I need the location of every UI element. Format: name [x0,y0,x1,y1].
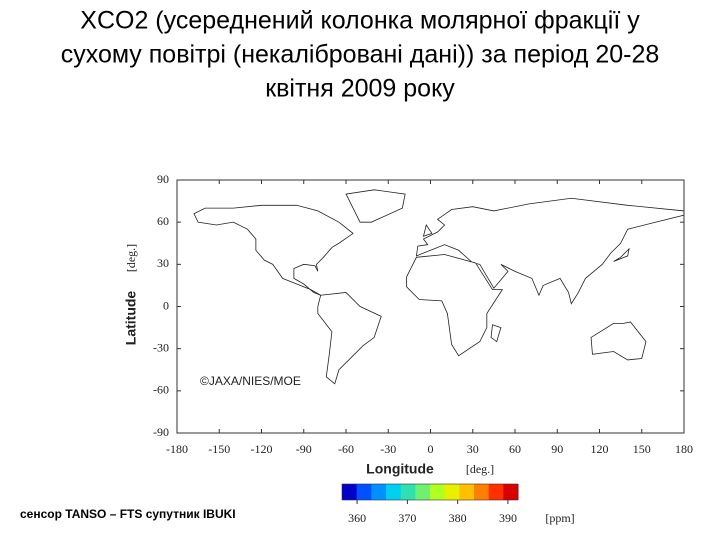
colorbar-swatch [342,484,358,500]
x-tick-label: 60 [509,442,521,456]
landmass [490,324,502,343]
colorbar-swatch [430,484,446,500]
colorbar-tick-label: 370 [398,511,416,525]
y-tick-label: -90 [153,425,169,439]
landmass [422,224,433,237]
x-tick-label: -60 [338,442,354,456]
y-axis-label: Latitude [123,291,139,346]
title-line: XCO2 (усереднений колонка молярної фракц… [80,7,640,35]
x-tick-label: -180 [166,442,188,456]
colorbar-swatch [371,484,387,500]
y-axis-unit: [deg.] [124,244,138,272]
colorbar-tick-label: 360 [348,511,366,525]
title-line: квітня 2009 року [265,75,455,103]
x-tick-label: 150 [633,442,651,456]
x-axis-unit: [deg.] [466,462,494,476]
y-tick-label: -60 [153,383,169,397]
colorbar-swatch [488,484,504,500]
x-tick-label: -90 [296,442,312,456]
landmass [193,204,354,296]
y-tick-label: 60 [157,214,169,228]
colorbar-swatch [400,484,416,500]
x-tick-label: 0 [428,442,434,456]
colorbar-unit: [ppm] [545,511,574,525]
y-tick-label: 90 [157,172,169,186]
x-tick-label: -150 [208,442,230,456]
landmass [415,197,685,305]
landmass [590,321,647,361]
copyright: ©JAXA/NIES/MOE [200,374,301,388]
colorbar-tick-label: 380 [449,511,467,525]
x-tick-label: 120 [591,442,609,456]
x-axis-label: Longitude [366,461,434,477]
continents [193,189,685,385]
x-tick-label: 90 [551,442,563,456]
caption: сенсор TANSO – FTS супутник IBUKI [20,507,236,521]
colorbar-swatch [415,484,431,500]
colorbar-tick-label: 390 [499,511,517,525]
landmass [613,247,630,262]
landmass [406,254,504,357]
landmass [317,292,382,385]
y-tick-label: 30 [157,256,169,270]
landmass [345,189,406,223]
colorbar-swatch [474,484,490,500]
colorbar-swatch [503,484,519,500]
colorbar-swatch [459,484,475,500]
x-tick-label: 30 [467,442,479,456]
title-line: сухому повітрі (некалібровані дані)) за … [61,41,660,69]
colorbar-swatch [386,484,402,500]
x-tick-label: -30 [380,442,396,456]
colorbar-swatch [356,484,372,500]
x-tick-label: -120 [251,442,273,456]
y-tick-label: -30 [153,340,169,354]
y-tick-label: 0 [163,298,169,312]
colorbar-swatch [444,484,460,500]
x-tick-label: 180 [675,442,693,456]
colorbar-frame [341,483,519,501]
